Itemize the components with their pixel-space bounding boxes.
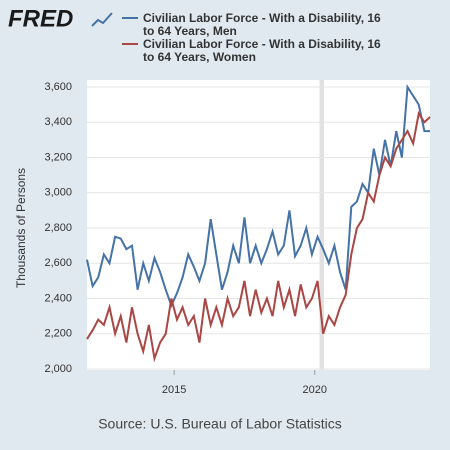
legend-label: Civilian Labor Force - With a Disability… [143, 12, 381, 38]
y-axis-label: Thousands of Persons [14, 168, 28, 288]
source: Source: U.S. Bureau of Labor Statistics [98, 416, 342, 432]
y-tick-label: 2,800 [44, 222, 72, 234]
recession-band [319, 80, 325, 370]
y-tick-label: 3,000 [44, 187, 72, 199]
series-line [86, 83, 430, 309]
x-tick-label: 2020 [302, 384, 326, 396]
y-tick-label: 3,200 [44, 151, 72, 163]
legend-entry: Civilian Labor Force - With a Disability… [143, 38, 381, 64]
plot-area [87, 80, 430, 370]
logo: FRED [8, 5, 73, 32]
y-tick-label: 3,600 [44, 81, 72, 93]
y-tick-label: 2,200 [44, 328, 72, 340]
y-tick-label: 2,600 [44, 257, 72, 269]
logo-icon [91, 12, 113, 27]
x-tick-label: 2015 [162, 384, 186, 396]
y-tick-label: 2,400 [44, 292, 72, 304]
series-line [86, 110, 431, 363]
y-tick-label: 3,400 [44, 116, 72, 128]
y-tick-label: 2,000 [44, 363, 72, 375]
legend-label: Civilian Labor Force - With a Disability… [143, 38, 381, 64]
legend-entry: Civilian Labor Force - With a Disability… [143, 12, 381, 38]
